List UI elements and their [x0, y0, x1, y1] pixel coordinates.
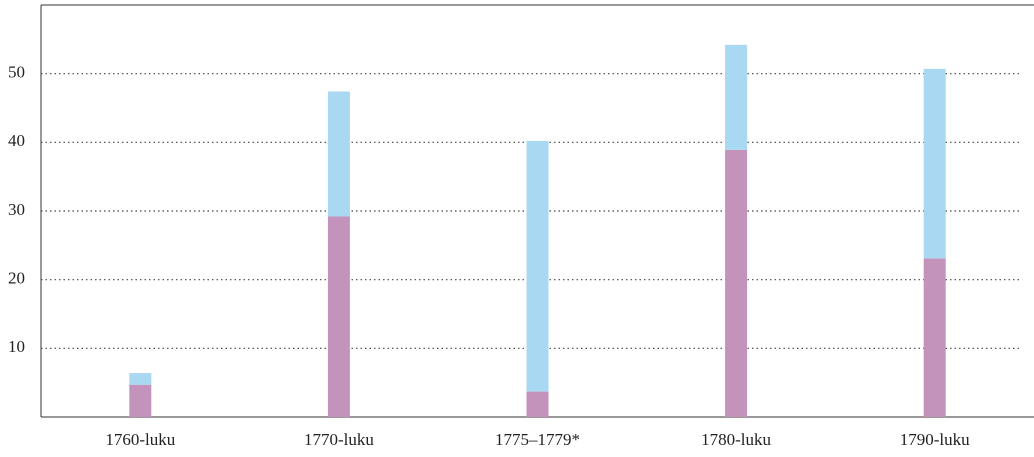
- bar-segment: [923, 68, 946, 259]
- x-tick-label: 1780-luku: [701, 430, 771, 449]
- bar-segment: [129, 384, 152, 417]
- bar-segment: [129, 373, 152, 385]
- y-tick-label: 20: [8, 269, 25, 288]
- x-tick-label: 1770-luku: [304, 430, 374, 449]
- x-tick-label: 1775–1779*: [495, 430, 580, 449]
- y-tick-label: 30: [8, 200, 25, 219]
- x-tick-label: 1790-luku: [900, 430, 970, 449]
- y-tick-label: 10: [8, 337, 25, 356]
- bar-segment: [725, 149, 748, 418]
- x-tick-label: 1760-luku: [105, 430, 175, 449]
- bar-segment: [327, 216, 350, 417]
- bar-segment: [526, 140, 549, 392]
- bar-segment: [526, 391, 549, 417]
- bar-segment: [725, 44, 748, 150]
- y-tick-label: 50: [8, 63, 25, 82]
- y-tick-label: 40: [8, 131, 25, 150]
- bar-segment: [923, 258, 946, 417]
- bar-segment: [327, 91, 350, 217]
